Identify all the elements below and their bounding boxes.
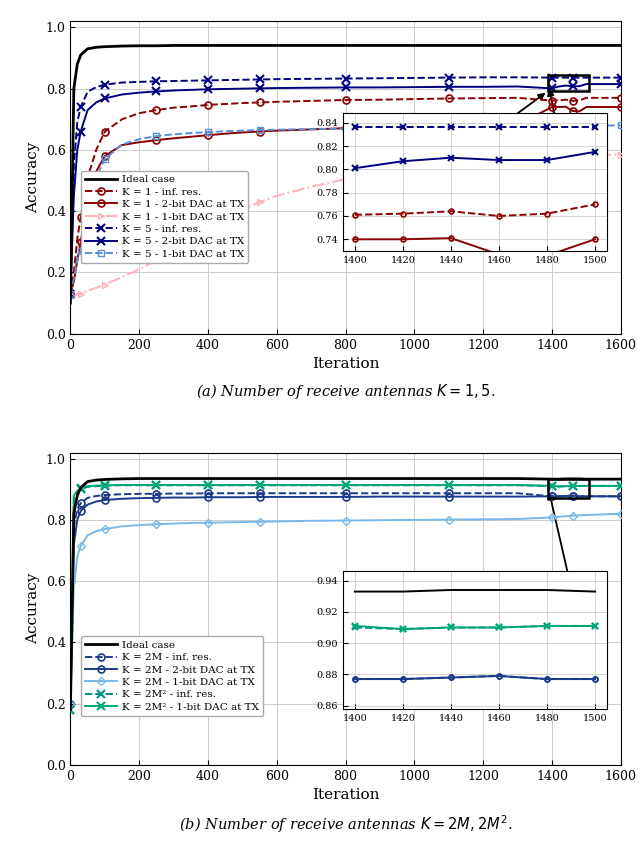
Legend: Ideal case, K = 1 - inf. res., K = 1 - 2-bit DAC at TX, K = 1 - 1-bit DAC at TX,: Ideal case, K = 1 - inf. res., K = 1 - 2…	[81, 171, 248, 263]
Text: (b) Number of receive antennas $K=2M, 2M^2$.: (b) Number of receive antennas $K=2M, 2M…	[179, 813, 513, 836]
Text: (a) Number of receive antennas $K=1,5$.: (a) Number of receive antennas $K=1,5$.	[196, 382, 495, 401]
X-axis label: Iteration: Iteration	[312, 789, 380, 802]
Bar	[548, 75, 589, 91]
Y-axis label: Accuracy: Accuracy	[26, 573, 40, 644]
X-axis label: Iteration: Iteration	[312, 357, 380, 371]
Legend: Ideal case, K = 2M - inf. res., K = 2M - 2-bit DAC at TX, K = 2M - 1-bit DAC at : Ideal case, K = 2M - inf. res., K = 2M -…	[81, 637, 263, 716]
Y-axis label: Accuracy: Accuracy	[26, 142, 40, 213]
Bar	[548, 479, 589, 498]
